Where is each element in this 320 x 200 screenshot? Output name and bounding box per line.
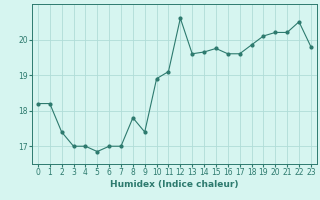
X-axis label: Humidex (Indice chaleur): Humidex (Indice chaleur) [110,180,239,189]
